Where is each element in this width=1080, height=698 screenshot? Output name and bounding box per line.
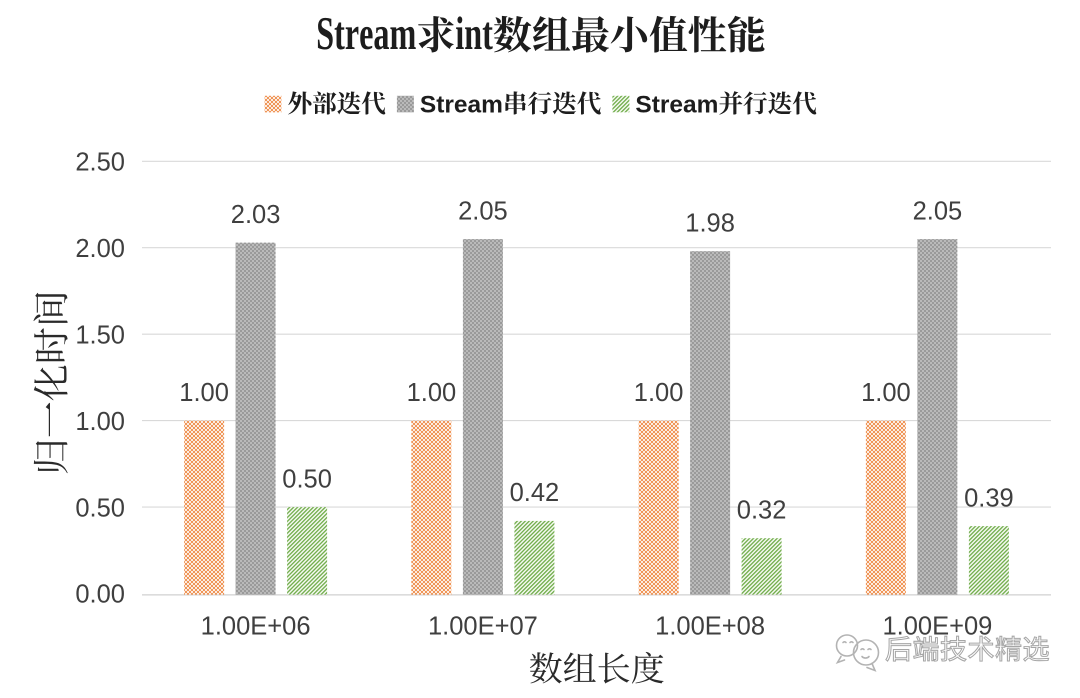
svg-text:Stream: Stream: [420, 91, 503, 118]
svg-text:0.00: 0.00: [75, 581, 125, 609]
svg-text:0.39: 0.39: [964, 484, 1014, 512]
svg-text:1.00: 1.00: [75, 408, 125, 436]
svg-text:1.00: 1.00: [861, 379, 911, 407]
svg-text:2.05: 2.05: [458, 197, 508, 225]
svg-text:1.00: 1.00: [179, 379, 229, 407]
svg-text:1.50: 1.50: [75, 321, 125, 349]
svg-text:1.98: 1.98: [685, 209, 735, 237]
svg-text:1.00: 1.00: [407, 379, 457, 407]
svg-text:2.00: 2.00: [75, 235, 125, 263]
svg-text:2.50: 2.50: [75, 149, 125, 177]
svg-text:1.00E+07: 1.00E+07: [428, 612, 538, 640]
svg-text:0.32: 0.32: [737, 496, 787, 524]
svg-text:0.42: 0.42: [510, 479, 560, 507]
svg-text:1.00E+06: 1.00E+06: [201, 612, 311, 640]
svg-text:1.00: 1.00: [634, 379, 684, 407]
svg-text:0.50: 0.50: [75, 494, 125, 522]
svg-text:2.03: 2.03: [231, 201, 281, 229]
svg-text:1.00E+09: 1.00E+09: [882, 612, 992, 640]
svg-text:Stream: Stream: [635, 91, 718, 118]
svg-text:2.05: 2.05: [913, 197, 963, 225]
svg-text:0.50: 0.50: [282, 465, 332, 493]
svg-text:1.00E+08: 1.00E+08: [655, 612, 765, 640]
